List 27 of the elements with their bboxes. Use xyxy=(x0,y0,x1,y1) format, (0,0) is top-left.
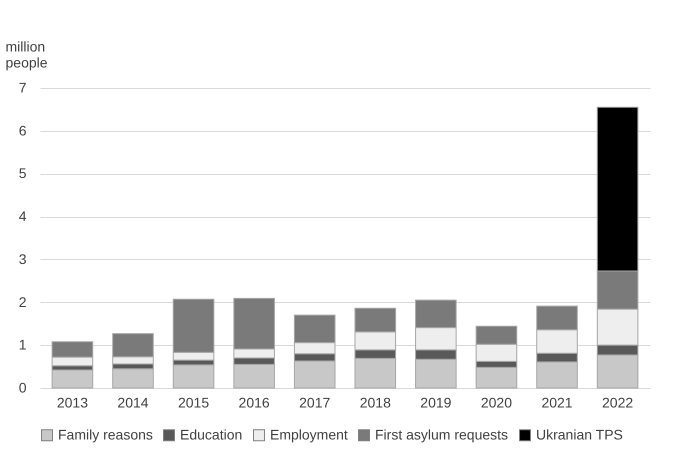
x-tick-label: 2016 xyxy=(238,394,270,410)
y-tick-label: 0 xyxy=(18,380,27,396)
legend-label: Ukranian TPS xyxy=(536,426,623,442)
x-tick-label: 2015 xyxy=(178,394,210,410)
legend-label: Family reasons xyxy=(58,426,153,442)
y-axis-title: million people xyxy=(6,38,48,70)
x-tick-label: 2022 xyxy=(602,394,634,410)
x-tick-label: 2021 xyxy=(541,394,573,410)
bar xyxy=(172,364,214,388)
bar xyxy=(112,368,154,388)
y-tick-label: 3 xyxy=(18,250,27,267)
x-tick-label: 2014 xyxy=(117,394,149,410)
x-tick-label: 2013 xyxy=(56,394,88,410)
x-tick-label: 2020 xyxy=(480,394,512,410)
x-tick-label: 2019 xyxy=(420,394,452,410)
y-tick-label: 5 xyxy=(18,165,27,182)
legend-label: Education xyxy=(180,426,242,442)
y-tick-label: 6 xyxy=(18,122,27,138)
x-tick-label: 2017 xyxy=(299,394,330,410)
legend-label: First asylum requests xyxy=(375,426,508,442)
y-tick-label: 7 xyxy=(18,80,27,96)
bar xyxy=(52,370,94,388)
x-tick-label: 2018 xyxy=(360,394,392,410)
legend-label: Employment xyxy=(270,426,348,442)
y-tick-label: 2 xyxy=(18,294,27,310)
y-tick-label: 1 xyxy=(18,336,27,353)
y-tick-label: 4 xyxy=(18,208,27,224)
